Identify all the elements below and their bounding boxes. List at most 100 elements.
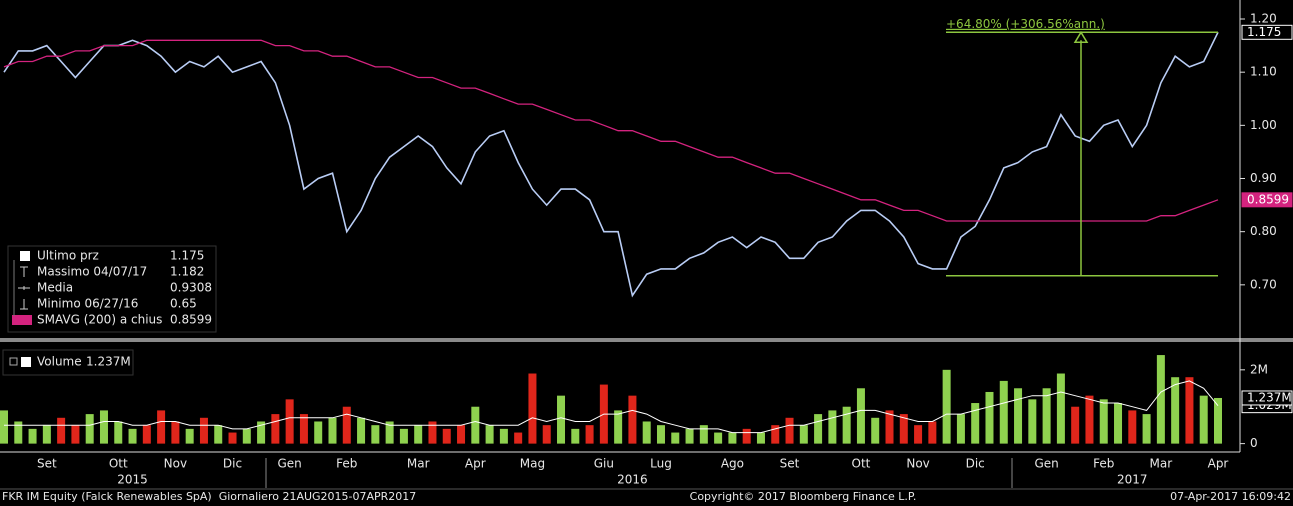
volume-bar xyxy=(228,432,237,444)
volume-bar xyxy=(257,421,266,444)
volume-bar xyxy=(128,428,137,444)
volume-bar xyxy=(1028,399,1037,444)
x-tick-label: Feb xyxy=(336,457,357,471)
volume-bar xyxy=(57,417,66,444)
x-tick-label: Mag xyxy=(520,457,545,471)
volume-bar xyxy=(742,428,751,444)
volume-bar xyxy=(199,417,208,444)
price-line xyxy=(3,39,1219,222)
volume-bar xyxy=(899,414,908,444)
volume-bar xyxy=(1071,406,1080,444)
x-tick-label: Set xyxy=(37,457,57,471)
x-tick-label: Apr xyxy=(465,457,486,471)
volume-bar xyxy=(1185,377,1194,444)
volume-bar xyxy=(42,425,51,444)
volume-bar xyxy=(914,425,923,444)
legend-value: 0.8599 xyxy=(170,313,212,327)
volume-bar xyxy=(185,428,194,444)
volume-bar xyxy=(485,425,494,444)
legend-symbol xyxy=(21,357,31,367)
value-tag xyxy=(1241,390,1293,406)
volume-bar xyxy=(157,410,166,444)
volume-bar xyxy=(785,417,794,444)
x-tick-label: Mar xyxy=(1150,457,1173,471)
volume-bar xyxy=(728,432,737,444)
legend-value: 0.9308 xyxy=(170,281,212,295)
volume-bar xyxy=(471,406,480,444)
volume-bar xyxy=(499,428,508,444)
volume-bar xyxy=(0,410,8,444)
footer-right: 07-Apr-2017 16:09:42 xyxy=(1170,490,1291,503)
y-tick-label: 0.90 xyxy=(1250,171,1277,185)
y-tick-label: 0.70 xyxy=(1250,277,1277,291)
volume-bar xyxy=(414,425,423,444)
volume-bar xyxy=(385,421,394,444)
x-tick-label: Apr xyxy=(1208,457,1229,471)
volume-bar xyxy=(1142,414,1151,444)
volume-bar xyxy=(399,428,408,444)
x-tick-label: Dic xyxy=(223,457,242,471)
volume-bar xyxy=(542,425,551,444)
volume-bar xyxy=(557,395,566,444)
volume-bar xyxy=(1099,399,1108,444)
volume-bar xyxy=(328,417,337,444)
value-tag-label: 1.175 xyxy=(1247,25,1281,39)
value-tag xyxy=(1241,192,1293,208)
volume-bar xyxy=(671,432,680,444)
volume-bar xyxy=(756,432,765,444)
volume-bar xyxy=(685,428,694,444)
year-label: 2017 xyxy=(1117,473,1148,487)
y-tick-label: 2M xyxy=(1250,362,1268,376)
year-label: 2015 xyxy=(117,473,148,487)
x-tick-label: Gen xyxy=(277,457,301,471)
volume-bar xyxy=(242,428,251,444)
legend-symbol xyxy=(18,286,30,290)
volume-bar xyxy=(1085,395,1094,444)
volume-bar xyxy=(714,432,723,444)
volume-bar xyxy=(1014,388,1023,444)
volume-bar xyxy=(871,417,880,444)
value-tag xyxy=(1241,24,1293,40)
value-tag-label: 0.8599 xyxy=(1247,192,1289,206)
volume-bar xyxy=(442,428,451,444)
volume-bar xyxy=(999,380,1008,444)
volume-bar xyxy=(585,425,594,444)
x-tick-label: Set xyxy=(780,457,800,471)
volume-bar xyxy=(1156,355,1165,444)
volume-bar xyxy=(371,425,380,444)
legend-label: Minimo 06/27/16 xyxy=(37,297,138,311)
volume-bar xyxy=(799,425,808,444)
y-tick-label: 0.80 xyxy=(1250,224,1277,238)
volume-bar xyxy=(428,421,437,444)
volume-bar xyxy=(814,414,823,444)
volume-bar xyxy=(28,428,37,444)
volume-bar xyxy=(214,425,223,444)
y-tick-label: 1.10 xyxy=(1250,65,1277,79)
legend-value: 1.237M xyxy=(86,355,131,369)
x-tick-label: Lug xyxy=(650,457,672,471)
volume-bar xyxy=(942,369,951,444)
volume-bar xyxy=(514,432,523,444)
x-tick-label: Ott xyxy=(852,457,871,471)
volume-bar xyxy=(642,421,651,444)
volume-bar xyxy=(971,403,980,444)
volume-bar xyxy=(14,421,23,444)
x-tick-label: Nov xyxy=(164,457,187,471)
x-tick-label: Feb xyxy=(1093,457,1114,471)
x-tick-label: Mar xyxy=(407,457,430,471)
measure-label: +64.80% (+306.56%ann.) xyxy=(946,17,1105,31)
volume-bar xyxy=(699,425,708,444)
volume-bar xyxy=(842,406,851,444)
legend-label: Ultimo prz xyxy=(37,249,99,263)
legend-symbol xyxy=(20,251,30,261)
y-tick-label: 0 xyxy=(1250,436,1258,450)
volume-bar xyxy=(342,406,351,444)
value-tag-label: 1.237M xyxy=(1247,390,1292,404)
volume-bar xyxy=(299,414,308,444)
volume-bar xyxy=(985,391,994,444)
legend-label: Massimo 04/07/17 xyxy=(37,265,147,279)
volume-bar xyxy=(856,388,865,444)
legend-label: Volume xyxy=(37,355,82,369)
x-tick-label: Gen xyxy=(1034,457,1058,471)
